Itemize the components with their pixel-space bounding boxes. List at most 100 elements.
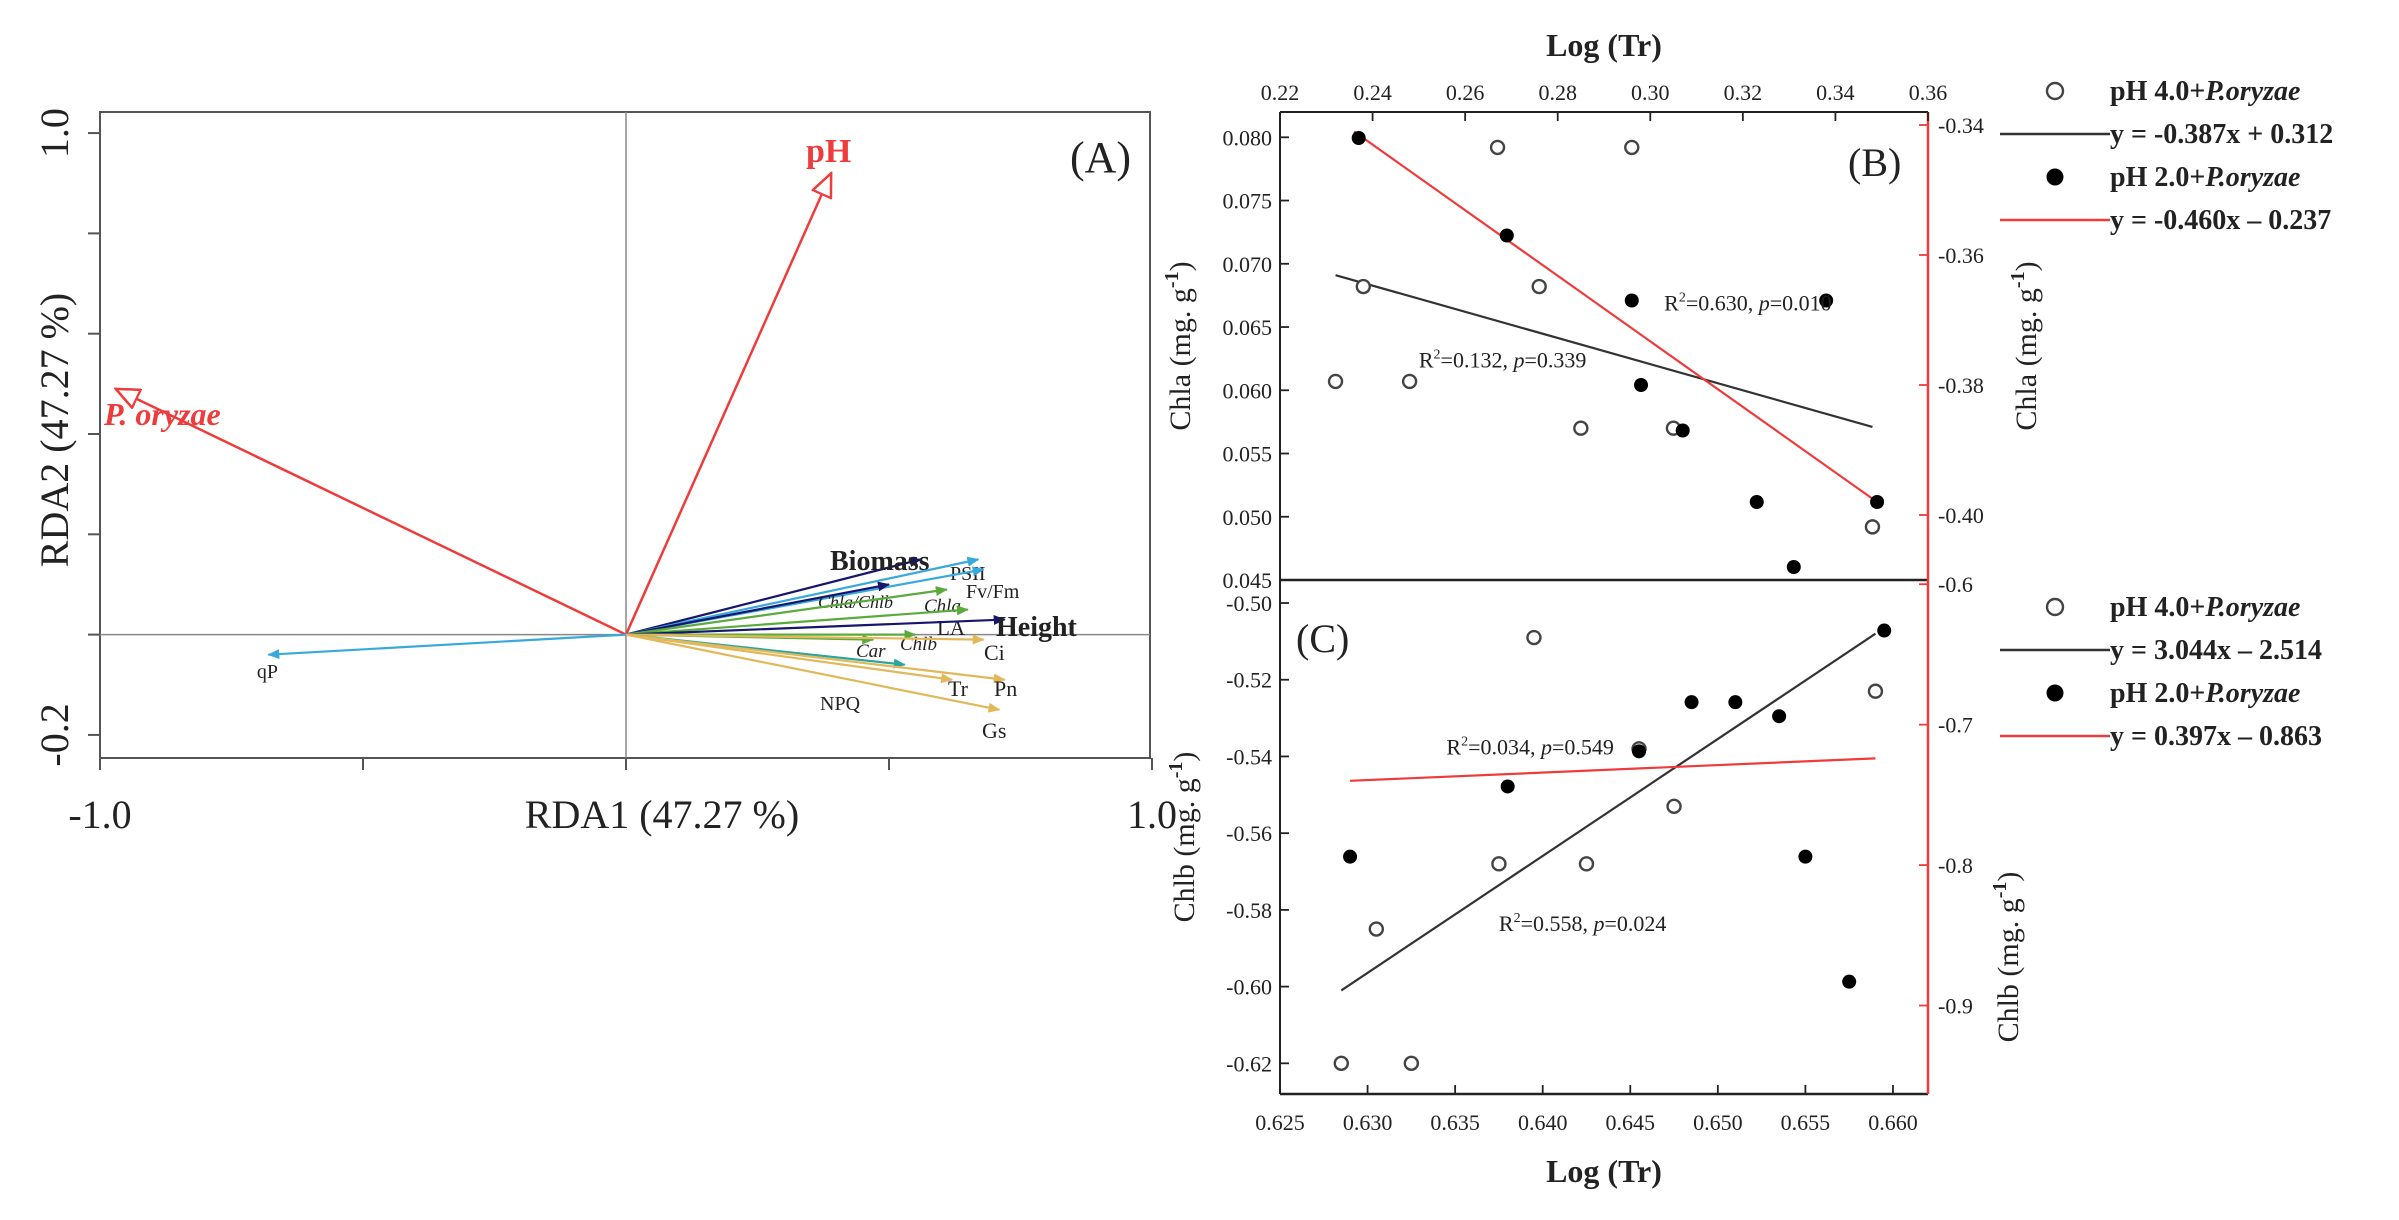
data-point-open <box>1666 798 1682 815</box>
data-point-filled <box>1728 695 1743 710</box>
legend-entry-label: pH 2.0+P.oryzae <box>2110 162 2300 193</box>
data-point-filled <box>1351 131 1366 145</box>
label-ph: pH <box>806 133 851 170</box>
legend-marker-open <box>2045 81 2065 101</box>
y-tick-label: 0.055 <box>1223 442 1273 467</box>
data-point-open <box>1573 420 1589 436</box>
response-arrow <box>625 557 922 636</box>
x-axis-title: Log (Tr) <box>1546 27 1662 63</box>
x-tick-label: 0.660 <box>1868 1110 1918 1135</box>
y-tick-label: 0.060 <box>1223 378 1273 403</box>
response-label: Chla <box>924 596 961 617</box>
data-point-filled <box>1343 849 1358 864</box>
x-tick-label: 0.34 <box>1816 80 1855 105</box>
response-arrow <box>625 615 1006 636</box>
stat-annotation: R2=0.630, p=0.010 <box>1664 291 1832 316</box>
legend-equation: y = -0.387x + 0.312 <box>2110 119 2333 150</box>
data-point-open <box>1327 373 1344 390</box>
x-tick-label: 0.30 <box>1631 80 1670 105</box>
data-point-filled <box>1675 423 1690 438</box>
y-tick-label: -0.52 <box>1226 668 1272 693</box>
response-label: Chlb <box>900 634 937 655</box>
x-tick-label: -1.0 <box>68 792 131 837</box>
x-axis-title: Log (Tr) <box>1546 1153 1662 1189</box>
data-point-filled <box>1877 623 1892 638</box>
data-point-filled <box>1798 849 1813 864</box>
stat-annotation: R2=0.558, p=0.024 <box>1499 911 1667 936</box>
y-tick-label: 0.080 <box>1223 125 1273 150</box>
legend-marker-open <box>2045 597 2065 617</box>
data-point-filled <box>1624 293 1639 308</box>
data-point-open <box>1368 921 1385 937</box>
response-arrow <box>267 633 627 660</box>
y-tick-label: 0.075 <box>1223 189 1273 214</box>
data-point-filled <box>1634 378 1649 392</box>
legend-entry-label: pH 4.0+P.oryzae <box>2110 592 2300 623</box>
response-arrow <box>625 556 980 636</box>
x-tick-label: 0.22 <box>1261 80 1300 105</box>
y-axis-title: Chlb (mg. g-1) <box>1165 752 1201 923</box>
data-point-open <box>1333 1055 1349 1072</box>
x-tick-label: 0.630 <box>1343 1110 1393 1135</box>
response-arrow <box>625 633 985 645</box>
panel-label: (A) <box>1070 133 1131 182</box>
y-tick-label: -0.56 <box>1226 821 1272 846</box>
x-tick-label: 0.635 <box>1430 1110 1480 1135</box>
data-point-filled <box>1786 560 1801 574</box>
legend-equation: y = 0.397x – 0.863 <box>2110 721 2322 752</box>
stat-annotation: R2=0.132, p=0.339 <box>1419 348 1587 373</box>
y2-tick-label: -0.6 <box>1938 572 1973 597</box>
x-axis-title: RDA1 (47.27 %) <box>525 792 799 837</box>
y-tick-label: -0.2 <box>32 703 77 766</box>
response-label: LA <box>937 616 966 640</box>
data-point-filled <box>1684 695 1699 710</box>
data-point-filled <box>1870 495 1885 509</box>
fit-line <box>1350 757 1876 782</box>
x-tick-label: 1.0 <box>1127 792 1177 837</box>
x-tick-label: 0.655 <box>1781 1110 1831 1135</box>
data-point-open <box>1526 629 1542 646</box>
y2-tick-label: -0.7 <box>1938 713 1973 738</box>
response-label: Biomass <box>830 546 930 577</box>
y2-tick-label: -0.34 <box>1938 113 1984 138</box>
x-tick-label: 0.26 <box>1446 80 1485 105</box>
legend-marker-filled <box>2046 684 2064 702</box>
y-tick-label: 0.050 <box>1223 505 1273 530</box>
fit-line <box>1340 632 1877 992</box>
data-point-open <box>1355 278 1372 295</box>
fit-line <box>1353 130 1878 503</box>
data-point-open <box>1401 373 1418 390</box>
y-tick-label: -0.62 <box>1226 1051 1272 1076</box>
response-label: Fv/Fm <box>966 581 1020 603</box>
label-p-oryzae: P. oryzae <box>103 396 221 432</box>
legend-c: pH 4.0+P.oryzae y = 3.044x – 2.514 pH 2.0+… <box>2000 592 2322 752</box>
data-point-open <box>1491 856 1507 872</box>
x-tick-label: 0.640 <box>1518 1110 1568 1135</box>
data-point-open <box>1864 519 1881 535</box>
y-tick-label: -0.60 <box>1226 975 1272 1000</box>
y-tick-label: 0.045 <box>1223 568 1273 593</box>
y-axis-title: RDA2 (47.27 %) <box>32 293 77 567</box>
data-point-filled <box>1772 709 1787 724</box>
x-tick-label: 0.645 <box>1606 1110 1656 1135</box>
y-tick-label: -0.54 <box>1226 744 1272 769</box>
response-arrow <box>625 605 969 636</box>
x-tick-label: 0.28 <box>1538 80 1577 105</box>
legend-marker-filled <box>2046 168 2064 186</box>
data-point-filled <box>1819 293 1834 308</box>
data-point-filled <box>1842 974 1857 989</box>
x-tick-label: 0.650 <box>1693 1110 1743 1135</box>
y2-axis-title: Chla (mg. g-1) <box>2007 261 2043 430</box>
y2-tick-label: -0.9 <box>1938 994 1973 1019</box>
panel-c-chlb-scatter: 0.625 0.630 0.635 0.640 0.645 0.650 0.655 0.660… <box>1165 572 2025 1189</box>
data-point-filled <box>1499 228 1514 243</box>
legend-entry-label: pH 4.0+P.oryzae <box>2110 76 2300 107</box>
response-label: qP <box>257 661 278 683</box>
response-label: Height <box>996 612 1078 643</box>
y2-tick-label: -0.40 <box>1938 503 1984 528</box>
panel-a-rda-biplot: -1.0 1.0 -0.2 1.0 RDA1 (47.27 %) RDA2 (47.27 … <box>32 108 1177 837</box>
response-label: Tr <box>948 676 969 701</box>
legend-equation: y = -0.460x – 0.237 <box>2110 205 2331 236</box>
data-point-open <box>1531 278 1547 295</box>
